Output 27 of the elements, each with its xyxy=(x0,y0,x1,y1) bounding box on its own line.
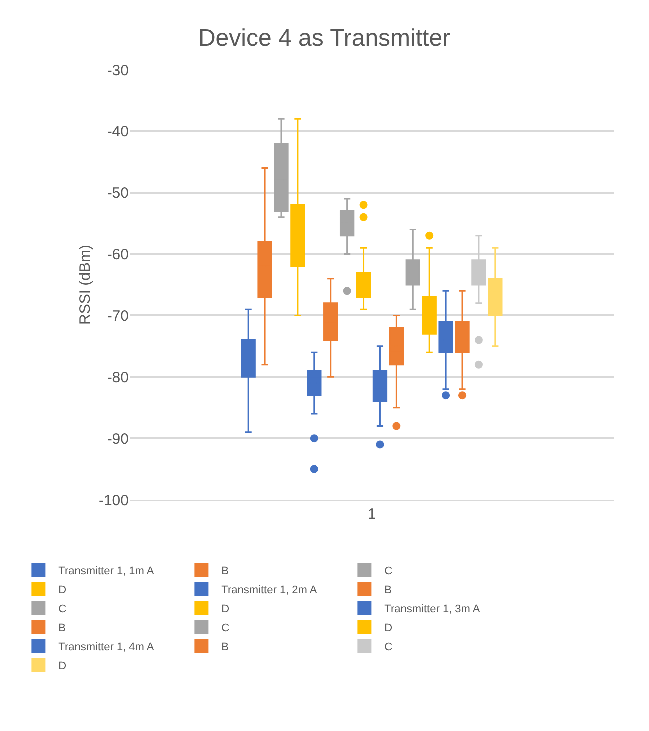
y-tick-label: -100 xyxy=(98,492,129,510)
legend-label: C xyxy=(222,622,230,635)
legend-label: Transmitter 1, 3m A xyxy=(384,604,481,616)
y-axis-title: RSSI (dBm) xyxy=(77,244,94,326)
y-tick-label: -40 xyxy=(107,124,129,141)
legend-label: D xyxy=(222,604,230,616)
legend-label: D xyxy=(384,622,393,635)
y-tick-label: -90 xyxy=(107,430,129,448)
y-tick-label: -70 xyxy=(107,308,129,325)
legend-label: Transmitter 1, 1m A xyxy=(58,566,155,578)
legend-label: Transmitter 1, 2m A xyxy=(222,584,318,597)
legend-label: D xyxy=(58,660,67,673)
y-tick-label: -50 xyxy=(107,185,129,202)
legend-label: C xyxy=(384,642,393,654)
legend-label: Transmitter 1, 4m A xyxy=(58,642,155,654)
legend-label: B xyxy=(222,642,230,654)
legend-label: D xyxy=(58,584,67,597)
x-tick-label: 1 xyxy=(368,506,376,523)
legend-label: B xyxy=(222,566,230,578)
chart-title: Device 4 as Transmitter xyxy=(198,25,451,52)
legend-label: B xyxy=(384,584,392,597)
legend-label: C xyxy=(384,566,393,578)
y-tick-label: -80 xyxy=(107,369,129,386)
y-tick-label: -60 xyxy=(107,246,129,264)
legend-label: C xyxy=(58,604,67,616)
y-tick-label: -30 xyxy=(107,62,129,80)
legend-label: B xyxy=(58,622,66,635)
